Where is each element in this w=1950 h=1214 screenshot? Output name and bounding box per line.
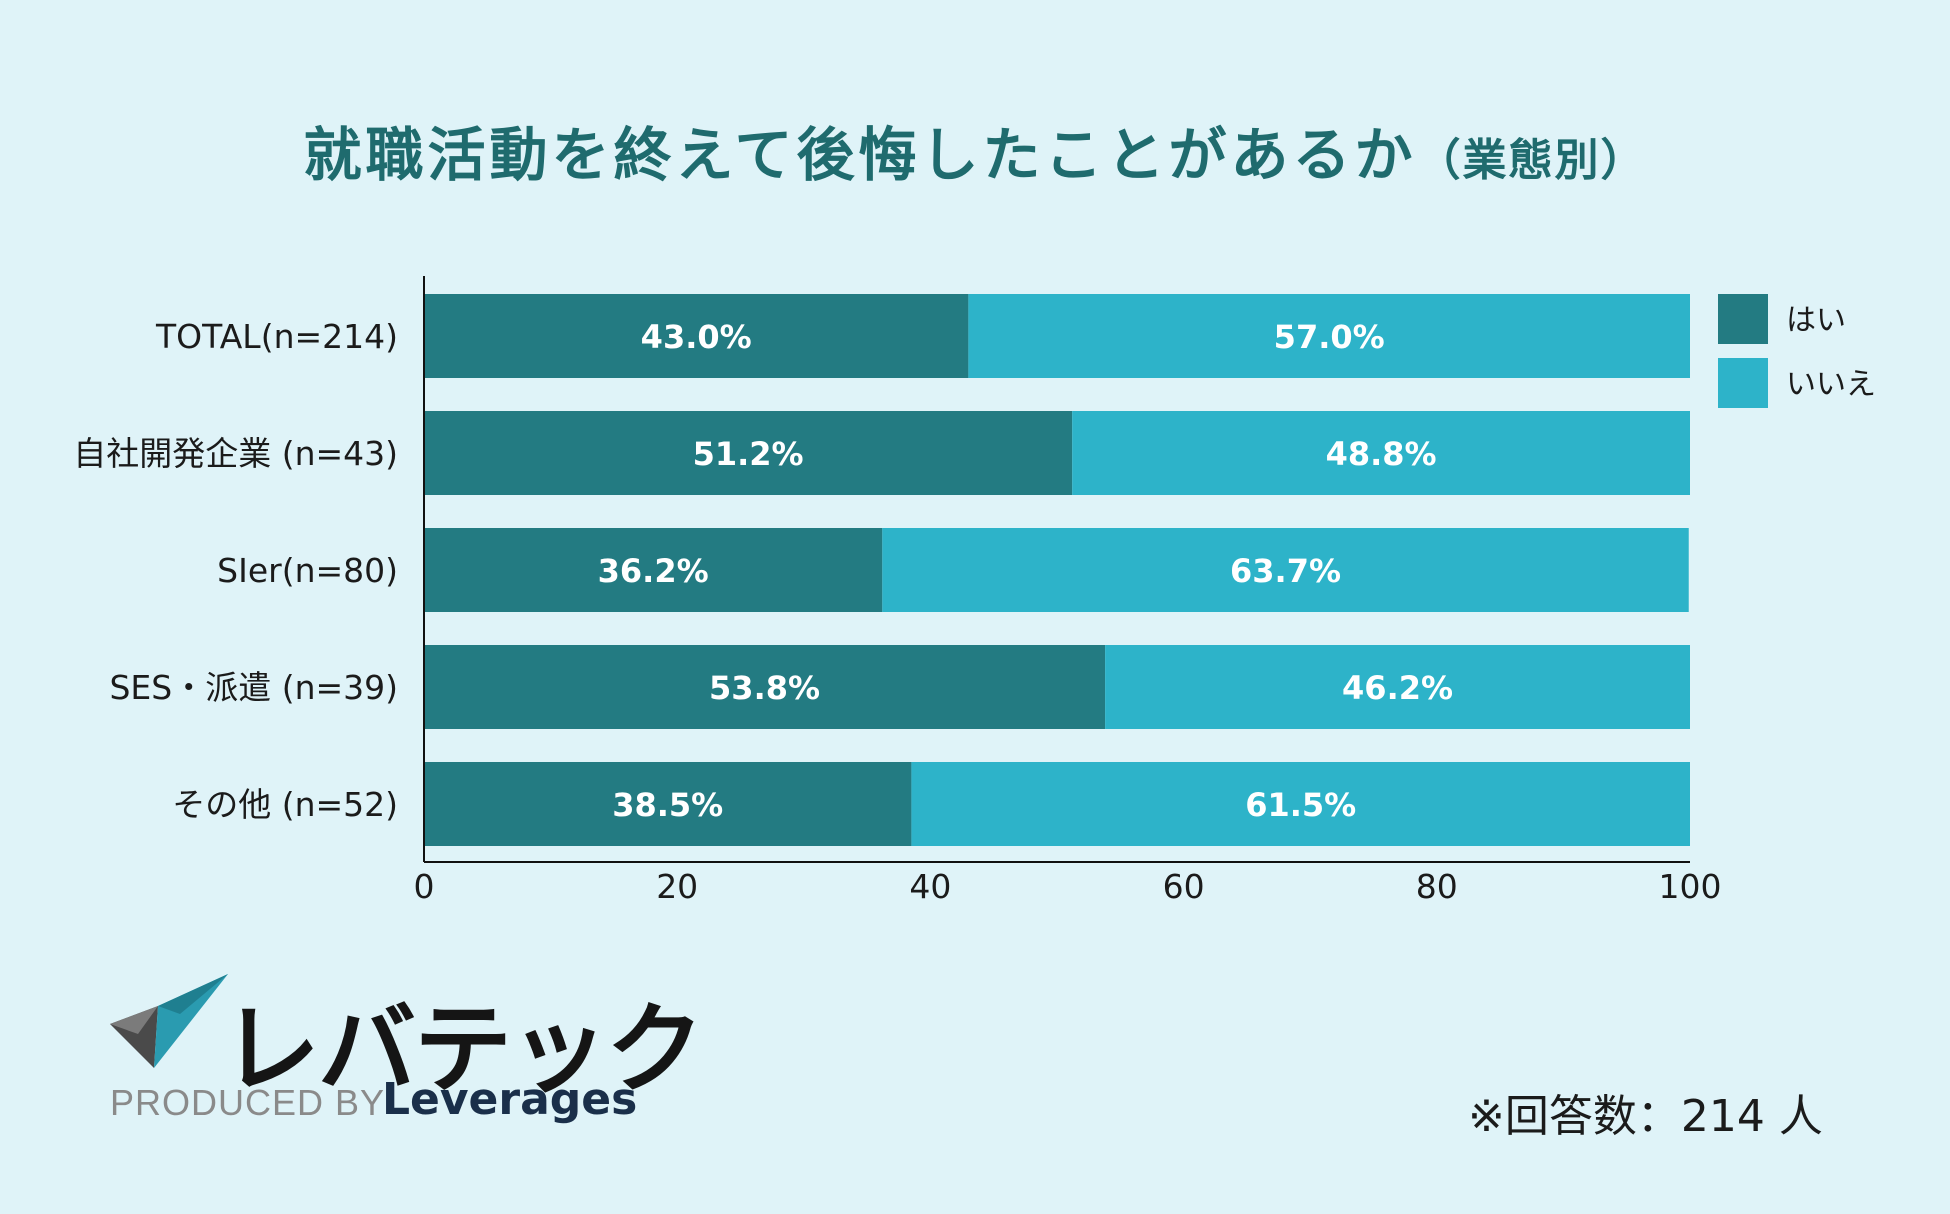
- bar-segment-no: [968, 294, 1690, 378]
- bar-segment-no: [1072, 411, 1690, 495]
- x-tick-label: 0: [414, 867, 435, 906]
- bar-value-label: 38.5%: [612, 786, 723, 824]
- levtech-logo-icon: [110, 974, 228, 1068]
- x-tick-label: 20: [656, 867, 698, 906]
- x-tick-label: 100: [1659, 867, 1722, 906]
- axis-layer: 0 20 40 60 80 100: [414, 276, 1722, 906]
- bar-value-label: 51.2%: [693, 435, 804, 473]
- category-label: SES・派遣 (n=39): [109, 668, 398, 707]
- legend-label: いいえ: [1786, 367, 1876, 402]
- bar-segment-yes: [424, 645, 1106, 729]
- respondent-count-note: ※回答数：214 人: [1468, 1091, 1823, 1142]
- bar-value-label: 53.8%: [709, 669, 820, 707]
- chart-title: 就職活動を終えて後悔したことがあるか（業態別）: [0, 108, 1950, 192]
- bar-segment-yes: [424, 411, 1073, 495]
- x-tick-label: 60: [1163, 867, 1205, 906]
- bar-segment-yes: [424, 528, 883, 612]
- legend-swatch: [1718, 294, 1768, 344]
- category-label: その他 (n=52): [172, 785, 398, 824]
- bar-value-label: 48.8%: [1326, 435, 1437, 473]
- category-label: SIer(n=80): [217, 551, 398, 590]
- logo-wordmark: レバテック: [222, 993, 704, 1107]
- bar-value-label: 57.0%: [1274, 318, 1385, 356]
- bar-value-label: 46.2%: [1342, 669, 1453, 707]
- bar-value-label: 61.5%: [1245, 786, 1356, 824]
- legend-swatch: [1718, 358, 1768, 408]
- x-tick-label: 40: [909, 867, 951, 906]
- x-tick-label: 80: [1416, 867, 1458, 906]
- brand-name: Leverages: [382, 1074, 638, 1125]
- bar-segment-no: [1105, 645, 1690, 729]
- bar-value-label: 36.2%: [598, 552, 709, 590]
- category-label: 自社開発企業 (n=43): [73, 434, 398, 473]
- produced-by-label: PRODUCED BY: [110, 1082, 386, 1123]
- bar-segment-yes: [424, 294, 969, 378]
- bars-layer: TOTAL(n=214) 43.0% 57.0% 自社開発企業 (n=43) 51.2%…: [73, 294, 1690, 846]
- bar-value-label: 63.7%: [1230, 552, 1341, 590]
- category-label: TOTAL(n=214): [155, 317, 398, 356]
- bar-value-label: 43.0%: [641, 318, 752, 356]
- bar-segment-no: [911, 762, 1690, 846]
- bar-segment-yes: [424, 762, 912, 846]
- legend-label: はい: [1786, 303, 1846, 338]
- bar-segment-no: [882, 528, 1689, 612]
- chart-title-suffix: （業態別）: [1416, 135, 1647, 186]
- chart-title-main: 就職活動を終えて後悔したことがあるか: [303, 121, 1417, 189]
